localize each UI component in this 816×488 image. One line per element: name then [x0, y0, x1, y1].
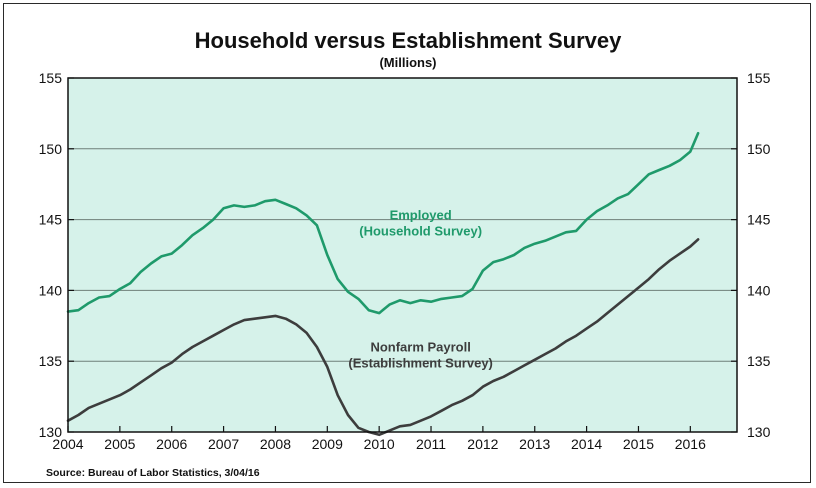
x-tick-label: 2011	[416, 436, 446, 452]
y-axis-left: 130 135 140 145 150 155	[39, 70, 74, 440]
source-note: Source: Bureau of Labor Statistics, 3/04…	[46, 467, 260, 479]
chart-subtitle: (Millions)	[379, 55, 436, 70]
x-tick-label: 2008	[260, 436, 291, 452]
y-tick-label-left: 145	[39, 212, 63, 228]
series-annotation-1-line-0: Nonfarm Payroll	[370, 339, 470, 354]
x-tick-label: 2009	[312, 436, 343, 452]
x-tick-label: 2015	[623, 436, 654, 452]
y-axis-right: 130 135 140 145 150 155	[731, 70, 771, 440]
y-tick-label-left: 140	[39, 282, 63, 298]
y-tick-label-right: 155	[747, 70, 771, 86]
series-annotation-0-line-0: Employed	[390, 208, 452, 223]
x-tick-label: 2007	[208, 436, 239, 452]
y-tick-label-left: 135	[39, 353, 63, 369]
series-annotation-1-line-1: (Establishment Survey)	[348, 355, 493, 370]
x-tick-label: 2014	[571, 436, 602, 452]
x-tick-label: 2004	[52, 436, 83, 452]
y-tick-label-left: 130	[39, 424, 63, 440]
plot-area	[68, 78, 737, 432]
y-tick-label-right: 145	[747, 212, 771, 228]
y-tick-label-right: 140	[747, 282, 771, 298]
x-tick-label: 2006	[156, 436, 187, 452]
y-tick-label-left: 155	[39, 70, 63, 86]
series-line-0	[66, 131, 700, 315]
series-annotations: Employed(Household Survey) Nonfarm Payrol…	[348, 208, 493, 371]
x-tick-label: 2010	[364, 436, 395, 452]
y-tick-label-right: 135	[747, 353, 771, 369]
grid-lines	[68, 148, 737, 362]
x-tick-label: 2005	[104, 436, 135, 452]
y-tick-label-right: 150	[747, 141, 771, 157]
x-axis: 2004 2005 2006 2007 2008 2009 2010 2011 2012 2013…	[52, 426, 706, 452]
series-annotation-0-line-1: (Household Survey)	[359, 224, 482, 239]
plot-border	[67, 77, 738, 433]
x-tick-label: 2013	[519, 436, 550, 452]
chart-title: Household versus Establishment Survey	[195, 28, 622, 53]
y-tick-label-right: 130	[747, 424, 771, 440]
x-tick-label: 2016	[675, 436, 706, 452]
y-tick-label-left: 150	[39, 141, 63, 157]
x-tick-label: 2012	[467, 436, 498, 452]
